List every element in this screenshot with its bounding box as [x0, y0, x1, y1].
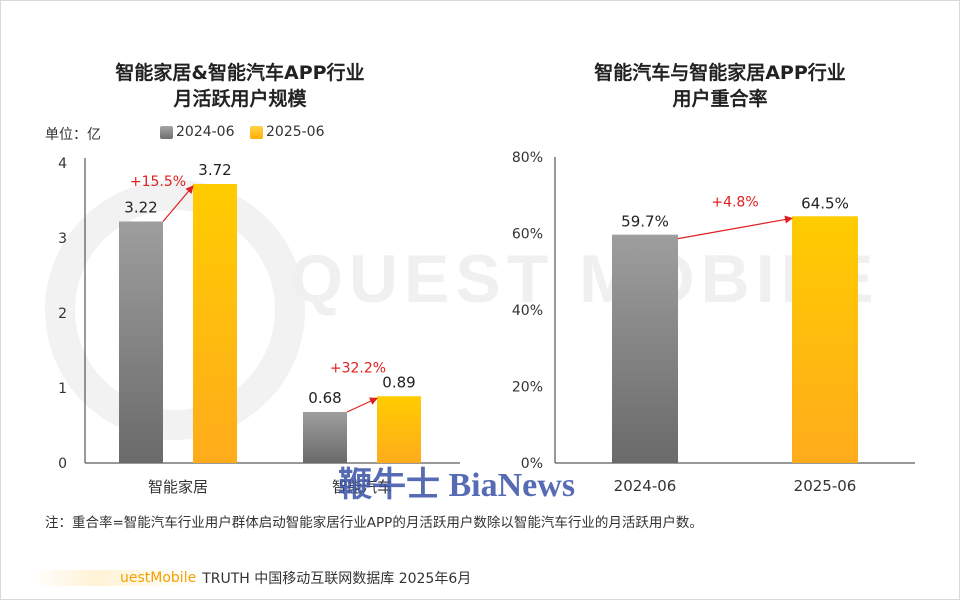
chart1-growth-label: +15.5%	[130, 174, 186, 190]
unit-label: 单位：亿	[45, 127, 101, 143]
chart2-ytick-label: 80%	[512, 150, 543, 166]
chart1-category-label: 智能家居	[148, 478, 208, 496]
chart1-title-line1: 智能家居&智能汽车APP行业	[115, 62, 365, 84]
chart2-ytick-label: 40%	[512, 303, 543, 319]
chart2-growth-label: +4.8%	[711, 194, 758, 210]
chart1-title-line2: 月活跃用户规模	[173, 88, 307, 110]
chart1-bar-2024-06-智能家居	[119, 221, 163, 463]
chart1-growth-label: +32.2%	[330, 360, 386, 376]
chart2-ytick-label: 0%	[521, 456, 543, 472]
chart2-bar-2024-06	[612, 234, 678, 463]
chart2-data-label: 64.5%	[801, 194, 849, 212]
chart2-title-line2: 用户重合率	[672, 88, 768, 110]
chart1-data-label: 0.68	[308, 389, 341, 407]
chart1-growth-arrow	[346, 397, 378, 413]
chart2-data-label: 59.7%	[621, 213, 669, 231]
footnote: 注：重合率=智能汽车行业用户群体启动智能家居行业APP的月活跃用户数除以智能汽车…	[45, 515, 703, 531]
chart1-ytick-label: 0	[58, 456, 67, 472]
chart1-category-label: 智能汽车	[332, 478, 392, 496]
chart1-ytick-label: 4	[58, 156, 67, 172]
legend-label-2024: 2024-06	[176, 124, 235, 140]
chart1-data-label: 3.22	[124, 199, 157, 217]
source-text: TRUTH 中国移动互联网数据库 2025年6月	[202, 571, 472, 587]
chart2-category-label: 2025-06	[794, 477, 857, 495]
chart1-ytick-label: 2	[58, 306, 67, 322]
chart2-title-line1: 智能汽车与智能家居APP行业	[594, 62, 846, 84]
chart1-ytick-label: 3	[58, 231, 67, 247]
chart2-category-label: 2024-06	[614, 477, 677, 495]
chart2-ytick-label: 60%	[512, 227, 543, 243]
chart1-growth-arrow	[162, 185, 194, 222]
legend-entry-2024: 2024-06	[160, 124, 235, 140]
chart2-ytick-label: 20%	[512, 380, 543, 396]
legend-swatch-2025	[250, 125, 263, 139]
chart2-growth-arrow	[677, 215, 793, 240]
chart1-title: 智能家居&智能汽车APP行业 月活跃用户规模	[60, 60, 420, 112]
chart1-ytick-label: 1	[58, 381, 67, 397]
chart1-data-label: 3.72	[198, 161, 231, 179]
legend-swatch-2024	[160, 125, 173, 139]
chart1-data-label: 0.89	[382, 373, 415, 391]
watermark-text: QUEST MOBILE	[290, 241, 880, 317]
bianews-watermark: 鞭牛士 BiaNews	[338, 467, 576, 504]
source-brand: uestMobile	[30, 570, 197, 586]
chart1-bar-2025-06-智能家居	[193, 184, 237, 463]
chart1-bar-2024-06-智能汽车	[303, 412, 347, 463]
chart2-bar-2025-06	[792, 216, 858, 463]
legend-label-2025: 2025-06	[266, 124, 325, 140]
legend-entry-2025: 2025-06	[250, 124, 325, 140]
source-line: uestMobile TRUTH 中国移动互联网数据库 2025年6月	[30, 568, 471, 588]
chart1-bar-2025-06-智能汽车	[377, 396, 421, 463]
chart2-title: 智能汽车与智能家居APP行业 用户重合率	[520, 60, 920, 112]
